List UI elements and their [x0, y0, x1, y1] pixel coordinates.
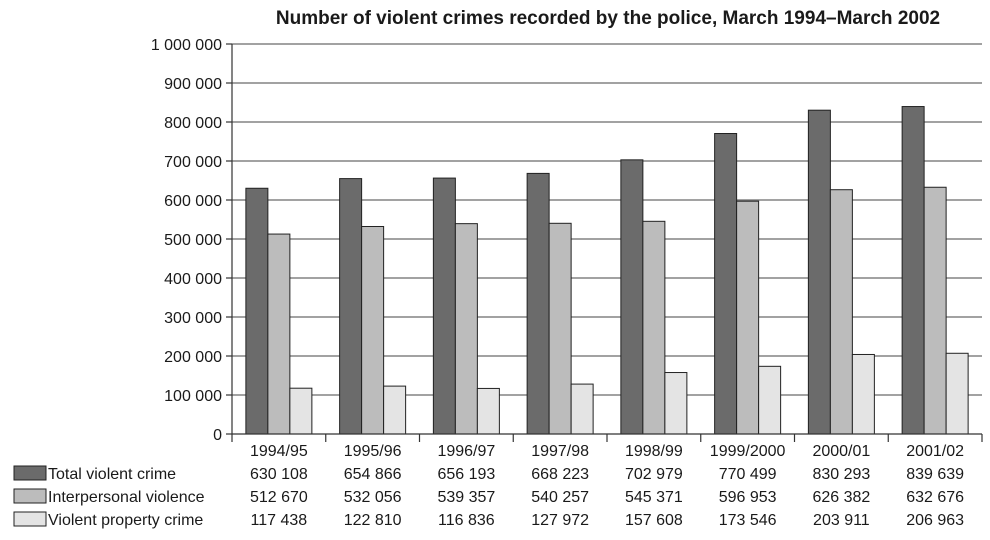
x-tick-label: 2001/02 — [906, 443, 964, 460]
data-table: 1994/95 1995/96 1996/97 1997/98 1998/99 1999/… — [13, 443, 964, 529]
y-tick-label: 200 000 — [164, 349, 222, 366]
data-label: 702 979 — [625, 466, 683, 483]
data-label: 654 866 — [344, 466, 402, 483]
x-tick-label: 2000/01 — [812, 443, 870, 460]
y-axis-ticks: 0 100 000 200 000 300 000 400 000 500 000 600 … — [151, 37, 232, 444]
legend-swatch-2 — [13, 488, 47, 504]
data-label: 539 357 — [437, 489, 495, 506]
bar-1-4 — [526, 172, 550, 435]
y-tick-label: 600 000 — [164, 193, 222, 210]
data-label: 206 963 — [906, 512, 964, 529]
bar-2-5 — [642, 220, 666, 435]
data-label: 173 546 — [719, 512, 777, 529]
bar-3-6 — [758, 365, 782, 435]
legend-label: Total violent crime — [48, 466, 176, 483]
data-label: 656 193 — [437, 466, 495, 483]
bar-1-1 — [245, 187, 269, 435]
y-tick-label: 400 000 — [164, 271, 222, 288]
y-tick-label: 800 000 — [164, 115, 222, 132]
data-label: 540 257 — [531, 489, 589, 506]
data-label: 127 972 — [531, 512, 589, 529]
bar-3-1 — [289, 387, 313, 435]
y-tick-label: 1 000 000 — [151, 37, 222, 54]
data-label: 532 056 — [344, 489, 402, 506]
data-label: 668 223 — [531, 466, 589, 483]
x-tick-label: 1999/2000 — [710, 443, 786, 460]
bar-1-5 — [620, 159, 644, 435]
data-label: 839 639 — [906, 466, 964, 483]
bar-2-1 — [267, 233, 291, 435]
legend-swatch-3 — [13, 511, 47, 527]
bar-3-8 — [945, 352, 969, 435]
data-label: 512 670 — [250, 489, 308, 506]
bar-2-2 — [361, 225, 385, 435]
data-label: 596 953 — [719, 489, 777, 506]
x-tick-label: 1997/98 — [531, 443, 589, 460]
data-label: 830 293 — [812, 466, 870, 483]
data-label: 632 676 — [906, 489, 964, 506]
bar-2-8 — [923, 186, 947, 435]
bar-3-2 — [383, 385, 407, 435]
data-label: 122 810 — [344, 512, 402, 529]
bar-3-4 — [570, 383, 594, 435]
x-tick-label: 1995/96 — [344, 443, 402, 460]
y-tick-label: 0 — [213, 427, 222, 444]
bar-3-3 — [476, 387, 500, 435]
data-label: 630 108 — [250, 466, 308, 483]
bar-3-5 — [664, 372, 688, 435]
x-tick-label: 1996/97 — [437, 443, 495, 460]
data-label: 116 836 — [438, 512, 495, 529]
bar-1-2 — [339, 178, 363, 435]
bar-2-4 — [548, 222, 572, 435]
bar-1-8 — [901, 106, 925, 435]
chart-title: Number of violent crimes recorded by the… — [276, 8, 940, 29]
bar-2-3 — [454, 223, 478, 435]
y-tick-label: 300 000 — [164, 310, 222, 327]
data-label: 626 382 — [812, 489, 870, 506]
x-tick-label: 1994/95 — [250, 443, 308, 460]
bar-1-6 — [714, 133, 738, 435]
bar-1-3 — [432, 177, 456, 435]
bar-3-7 — [851, 353, 875, 435]
y-tick-label: 500 000 — [164, 232, 222, 249]
data-label: 157 608 — [625, 512, 683, 529]
data-label: 203 911 — [813, 512, 870, 529]
data-label: 545 371 — [625, 489, 683, 506]
bar-2-6 — [736, 200, 760, 435]
y-tick-label: 900 000 — [164, 76, 222, 93]
bar-2-7 — [829, 189, 853, 435]
bars — [245, 106, 969, 435]
data-label: 770 499 — [719, 466, 777, 483]
legend-label: Violent property crime — [48, 512, 203, 529]
y-tick-label: 100 000 — [164, 388, 222, 405]
y-tick-label: 700 000 — [164, 154, 222, 171]
x-tick-label: 1998/99 — [625, 443, 683, 460]
legend-swatch-1 — [13, 465, 47, 481]
legend-label: Interpersonal violence — [48, 489, 205, 506]
bar-1-7 — [807, 109, 831, 435]
data-label: 117 438 — [251, 512, 308, 529]
